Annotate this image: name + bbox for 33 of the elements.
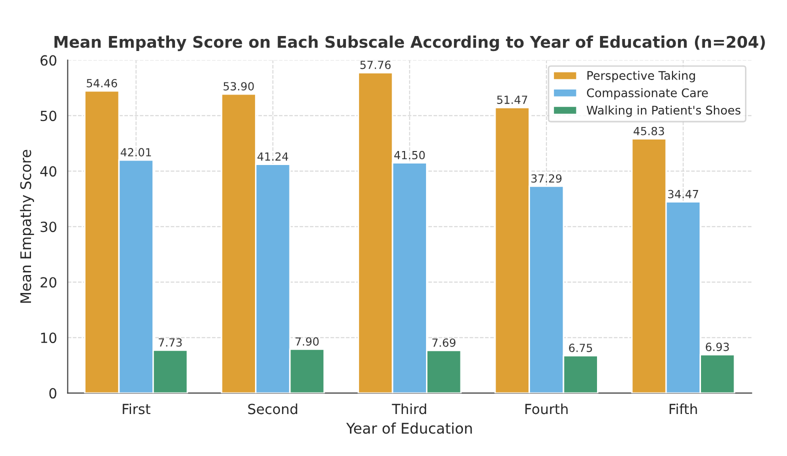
data-label: 57.76: [360, 60, 391, 70]
x-tick-label: Fourth: [525, 403, 568, 414]
y-tick-label: 20: [40, 277, 56, 288]
data-label: 34.47: [668, 190, 698, 198]
data-label: 37.29: [531, 174, 562, 183]
data-label: 45.83: [634, 126, 664, 136]
data-label: 41.50: [394, 150, 425, 160]
data-label: 6.93: [706, 342, 729, 352]
y-tick-label: 40: [40, 166, 56, 177]
legend-label: Walking in Patient's Shoes: [586, 105, 740, 117]
data-label: 51.47: [497, 96, 528, 104]
data-label: 42.01: [120, 148, 151, 156]
y-tick-label: 30: [40, 222, 56, 232]
data-label: 7.69: [432, 338, 456, 347]
y-tick-label: 10: [41, 332, 56, 344]
x-tick-label: Fifth: [670, 403, 697, 414]
data-label: 53.90: [224, 82, 254, 90]
x-tick-label: Second: [248, 403, 298, 414]
data-label: 41.24: [257, 152, 288, 161]
data-label: 6.75: [569, 344, 592, 352]
data-label: 54.46: [86, 78, 118, 88]
legend-label: Compassionate Care: [586, 88, 708, 100]
chart-title: Mean Empathy Score on Each Subscale According to Year of Education (n=204): [54, 36, 765, 52]
y-axis-title: Mean Empathy Score: [20, 150, 34, 303]
y-tick-label: 60: [40, 55, 56, 66]
legend-label: Perspective Taking: [587, 70, 695, 82]
x-tick-label: First: [122, 403, 150, 414]
x-axis-title: Year of Education: [346, 422, 472, 434]
data-label: 7.90: [296, 337, 319, 346]
data-label: 7.73: [158, 338, 182, 347]
y-tick-label: 50: [40, 110, 56, 122]
y-tick-label: 0: [49, 388, 56, 399]
x-tick-label: Third: [392, 403, 426, 414]
